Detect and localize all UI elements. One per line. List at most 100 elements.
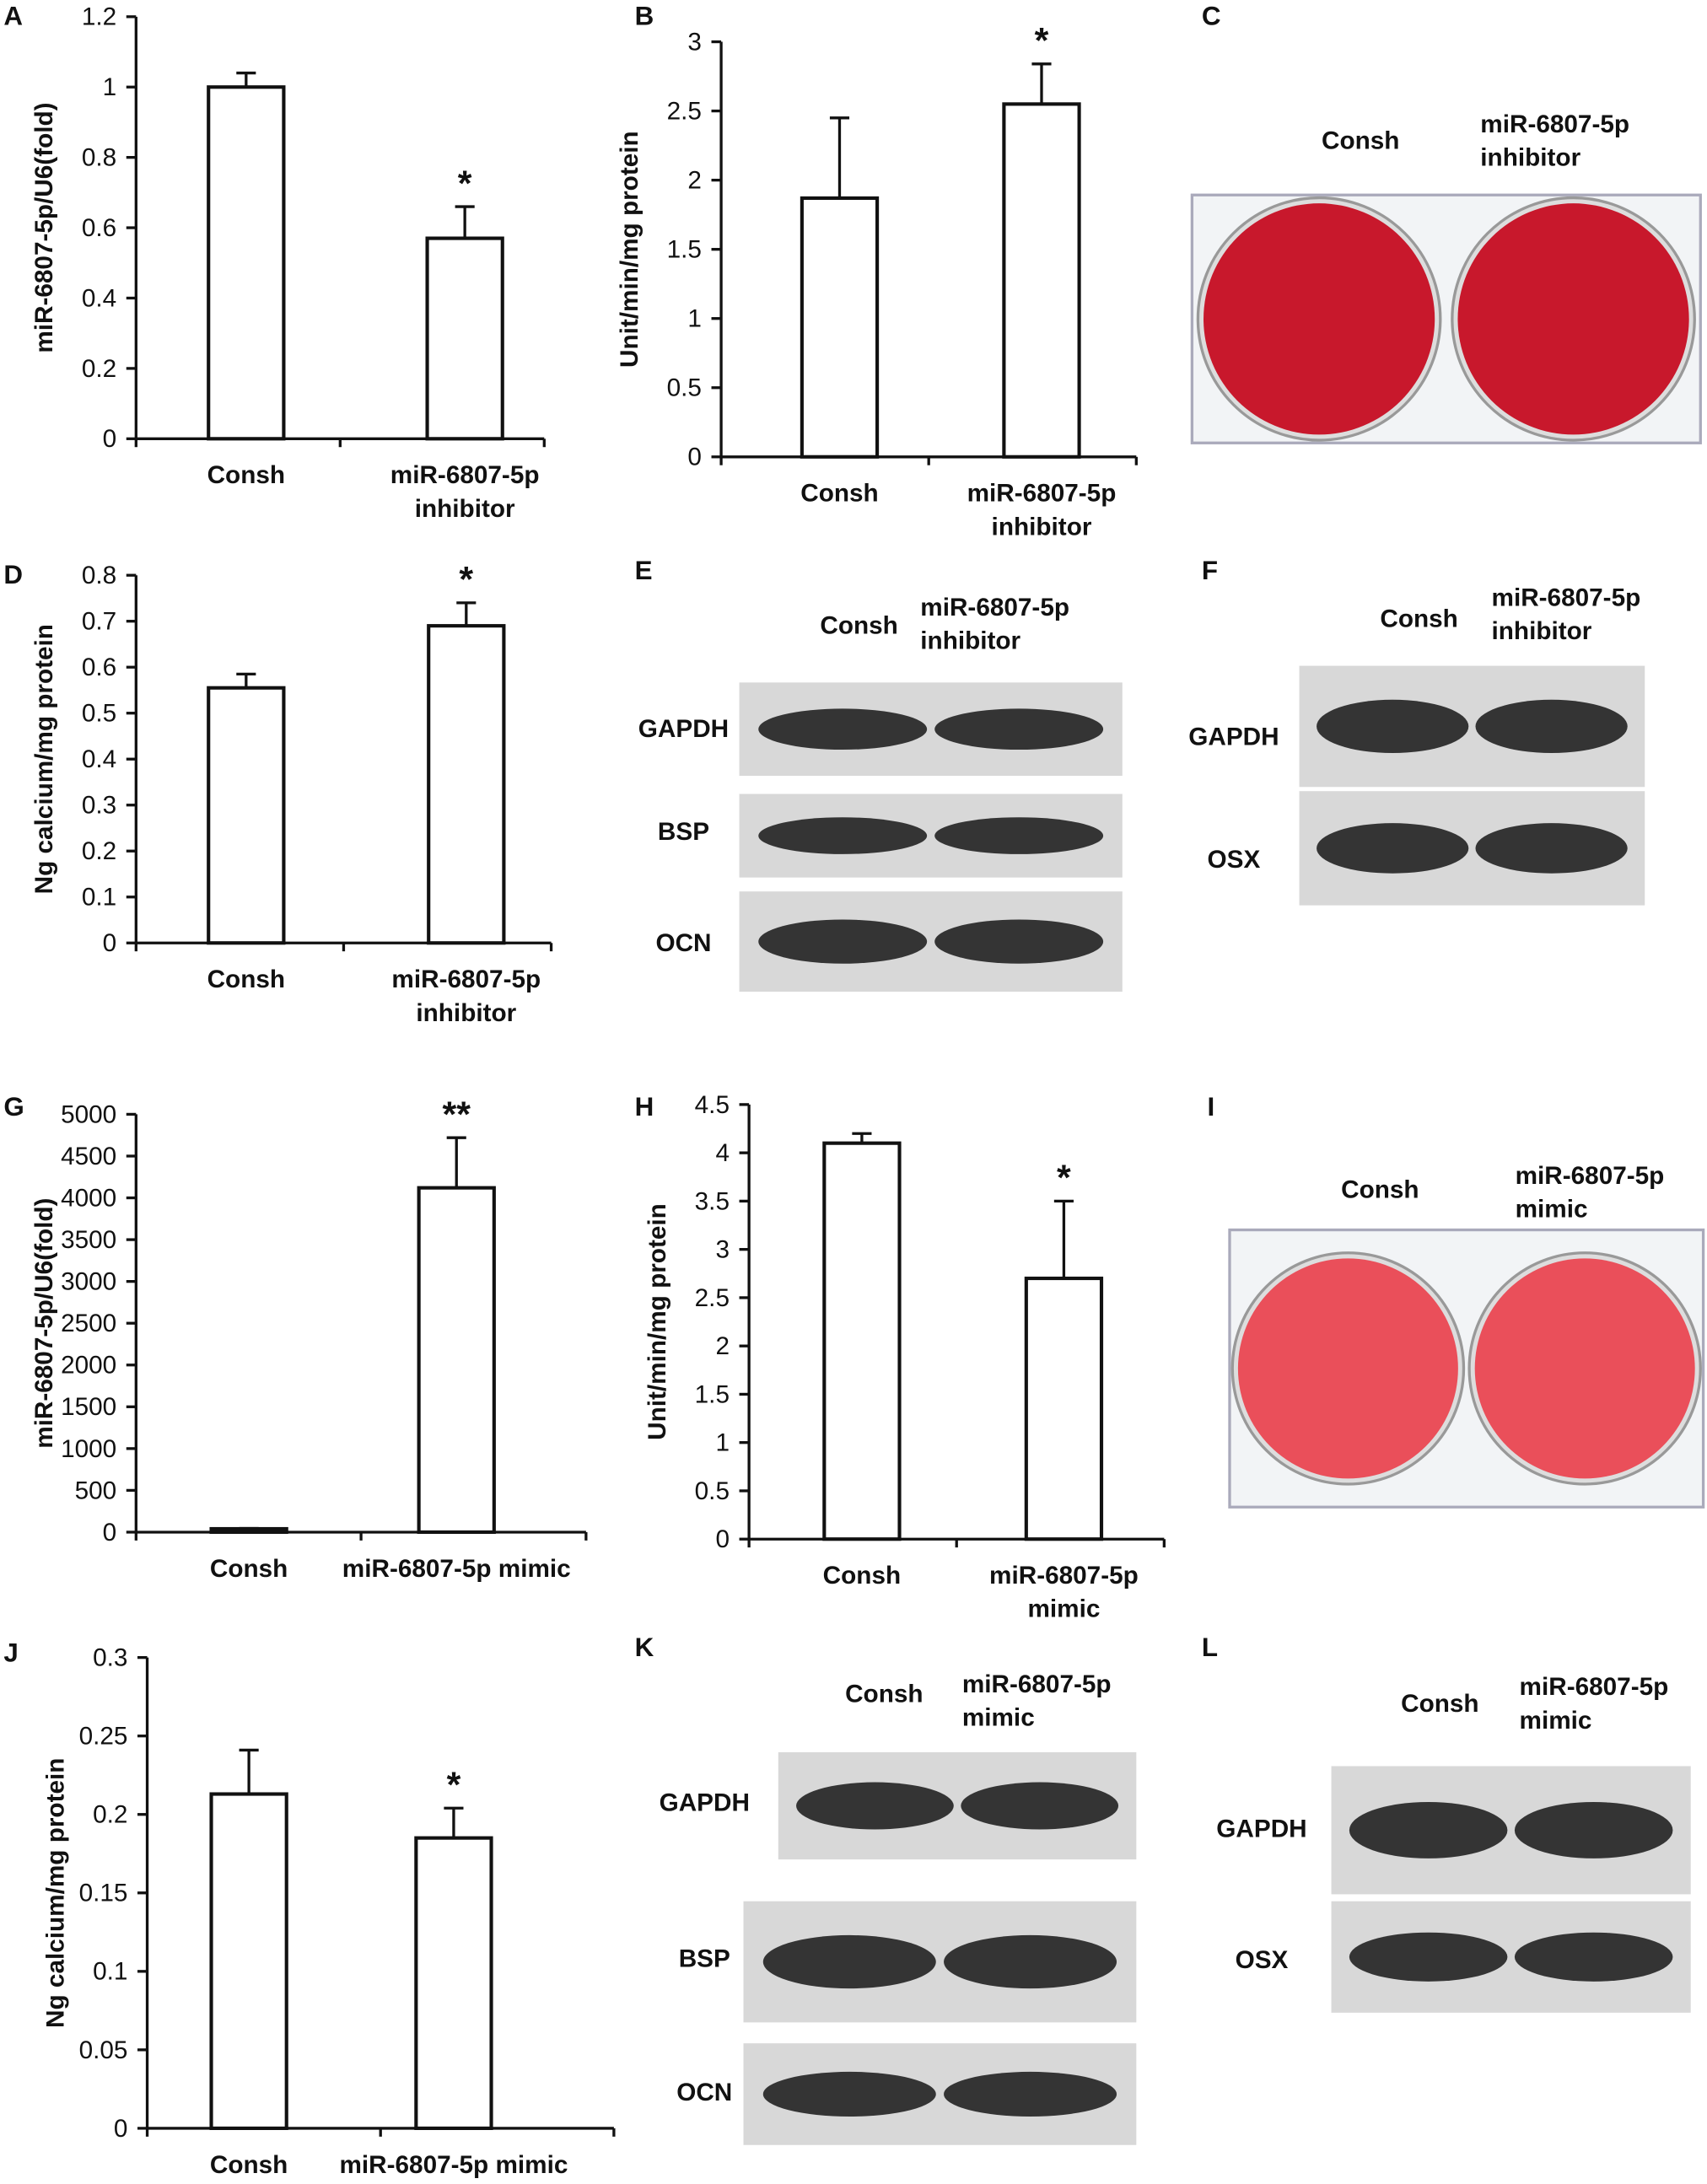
bar [427, 624, 506, 945]
y-tick-label: 0 [715, 1525, 730, 1553]
y-axis-label: Unit/min/mg protein [616, 131, 643, 368]
y-axis-label: Ng calcium/mg protein [30, 624, 58, 894]
panel-label: K [635, 1633, 654, 1662]
chart: D Ng calcium/mg protein 0 0.1 0.2 0.3 0.4 0.5 0.… [3, 560, 553, 1027]
y-tick-label: 0.4 [82, 745, 116, 773]
panel-label: I [1208, 1092, 1215, 1122]
column-label: Consh [845, 1680, 923, 1708]
y-tick-label: 0.6 [82, 214, 116, 242]
column-label: Consh [1322, 127, 1399, 155]
y-tick-label: 0 [687, 444, 702, 471]
panel-label: C [1202, 2, 1221, 31]
band [1475, 699, 1628, 754]
column-label: Consh [1341, 1176, 1419, 1204]
significance: ** [443, 1095, 471, 1135]
row-label: GAPDH [1216, 1816, 1306, 1843]
significance: * [459, 560, 473, 600]
x-tick-label: miR-6807-5p mimic [339, 2151, 568, 2179]
y-tick-label: 0.6 [82, 654, 116, 681]
stain [1474, 1258, 1695, 1479]
x-tick-label: Consh [210, 2151, 288, 2179]
bar [822, 1141, 902, 1541]
column-label: miR-6807-5p inhibitor [920, 594, 1069, 655]
significance: * [447, 1765, 461, 1805]
panel: C Consh miR-6807-5p inhibitor [1190, 2, 1702, 444]
chart: H Unit/min/mg protein 0 0.5 1 1.5 2 2.5 3 3.5 4 4.5… [635, 1091, 1166, 1623]
y-tick-label: 1 [715, 1429, 730, 1457]
bar [1002, 102, 1081, 459]
band [1475, 823, 1628, 874]
bar [209, 1792, 288, 2130]
y-tick-label: 0.1 [82, 884, 116, 912]
bar [417, 1186, 496, 1535]
y-tick-label: 0.8 [82, 144, 116, 172]
band [758, 919, 928, 964]
y-tick-label: 0.5 [667, 374, 702, 402]
x-tick-label: miR-6807-5p inhibitor [967, 480, 1117, 541]
panel: F Consh miR-6807-5p inhibitor GAPDH OSX [1188, 556, 1645, 906]
significance: * [1057, 1158, 1071, 1198]
y-tick-label: 0 [103, 1519, 117, 1547]
band [1317, 699, 1469, 754]
y-tick-label: 2000 [61, 1352, 116, 1380]
y-tick-label: 1.2 [82, 3, 116, 31]
column-label: miR-6807-5p inhibitor [1480, 110, 1629, 172]
x-tick-label: miR-6807-5p inhibitor [390, 461, 540, 523]
y-tick-label: 0.7 [82, 608, 116, 636]
x-tick-label: Consh [800, 480, 878, 508]
bar [1024, 1276, 1104, 1541]
x-tick-label: miR-6807-5p inhibitor [391, 966, 541, 1027]
y-tick-label: 0.5 [695, 1477, 730, 1505]
bar [209, 1526, 288, 1535]
panel: E Consh miR-6807-5p inhibitor GAPDH BSP OCN [635, 556, 1123, 992]
y-tick-label: 0.4 [82, 284, 116, 312]
y-axis-label: miR-6807-5p/U6(fold) [30, 1198, 58, 1449]
panel-label: A [3, 2, 23, 31]
column-label: Consh [1401, 1690, 1478, 1718]
y-tick-label: 0.1 [93, 1958, 127, 1986]
bar [207, 85, 286, 441]
band [944, 2071, 1117, 2117]
y-tick-label: 1.5 [695, 1380, 730, 1408]
y-tick-label: 2.5 [667, 98, 702, 126]
y-tick-label: 0 [103, 425, 117, 453]
y-tick-label: 2.5 [695, 1284, 730, 1312]
panel-label: E [635, 556, 653, 585]
column-label: miR-6807-5p inhibitor [1492, 584, 1641, 646]
bar [414, 1836, 493, 2130]
chart: J Ng calcium/mg protein 0 0.05 0.1 0.15 0.2 0.2… [3, 1638, 616, 2179]
y-tick-label: 3 [687, 28, 702, 56]
column-label: miR-6807-5p mimic [1520, 1673, 1669, 1735]
panel-label: H [635, 1092, 654, 1122]
stain [1457, 203, 1689, 435]
y-tick-label: 1500 [61, 1393, 116, 1421]
y-tick-label: 0.5 [82, 700, 116, 728]
panel: I Consh miR-6807-5p mimic [1208, 1092, 1705, 1509]
band [1514, 1802, 1673, 1859]
y-tick-label: 2 [715, 1332, 730, 1360]
panel-label: B [635, 2, 654, 31]
column-label: Consh [820, 612, 897, 640]
row-label: GAPDH [1188, 724, 1279, 751]
y-tick-label: 0.3 [82, 792, 116, 820]
y-axis-label: miR-6807-5p/U6(fold) [30, 102, 58, 352]
band [934, 817, 1104, 854]
x-tick-label: Consh [823, 1562, 901, 1590]
y-tick-label: 0.2 [82, 355, 116, 383]
y-tick-label: 4000 [61, 1184, 116, 1212]
y-tick-label: 0.25 [79, 1723, 128, 1751]
band [1349, 1932, 1508, 1982]
y-axis-label: Ng calcium/mg protein [41, 1758, 69, 2028]
row-label: GAPDH [638, 715, 729, 743]
x-tick-label: miR-6807-5p mimic [989, 1562, 1139, 1623]
row-label: GAPDH [660, 1789, 750, 1816]
y-tick-label: 1 [103, 73, 117, 101]
panel-label: D [3, 560, 23, 589]
band [762, 1934, 936, 1989]
panel-label: J [3, 1638, 18, 1668]
y-tick-label: 0.05 [79, 2036, 128, 2064]
band [1349, 1802, 1508, 1859]
